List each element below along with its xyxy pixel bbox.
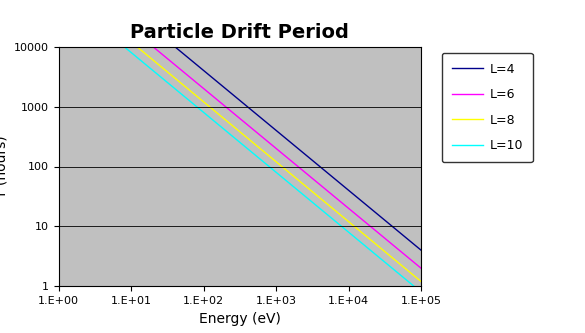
L=4 bbox=[418, 248, 425, 252]
L=10 bbox=[352, 236, 359, 240]
L=6 bbox=[418, 266, 425, 270]
L=4 bbox=[352, 194, 359, 198]
L=8 bbox=[271, 158, 278, 162]
L=6 bbox=[229, 111, 236, 115]
Line: L=8: L=8 bbox=[58, 0, 421, 282]
L=8 bbox=[418, 280, 425, 284]
L=4 bbox=[271, 127, 278, 131]
L=8 bbox=[251, 142, 258, 146]
X-axis label: Energy (eV): Energy (eV) bbox=[199, 312, 281, 326]
L=6 bbox=[251, 129, 258, 133]
L=10 bbox=[227, 133, 234, 137]
L=6 bbox=[352, 212, 359, 216]
L=8 bbox=[229, 124, 236, 128]
L=6 bbox=[271, 145, 278, 149]
L=10 bbox=[251, 153, 258, 157]
L=6 bbox=[409, 259, 416, 263]
Title: Particle Drift Period: Particle Drift Period bbox=[130, 23, 349, 42]
Line: L=4: L=4 bbox=[58, 0, 421, 250]
Y-axis label: T (hours): T (hours) bbox=[0, 135, 8, 198]
Line: L=6: L=6 bbox=[58, 0, 421, 268]
L=4 bbox=[229, 93, 236, 97]
L=4 bbox=[227, 91, 234, 95]
L=8 bbox=[227, 122, 234, 126]
L=4 bbox=[409, 241, 416, 245]
L=8 bbox=[352, 225, 359, 229]
Line: L=10: L=10 bbox=[58, 0, 421, 292]
L=4 bbox=[251, 111, 258, 115]
Legend: L=4, L=6, L=8, L=10: L=4, L=6, L=8, L=10 bbox=[442, 53, 533, 163]
L=10 bbox=[229, 135, 236, 139]
L=10 bbox=[271, 169, 278, 173]
L=8 bbox=[409, 272, 416, 276]
L=6 bbox=[227, 109, 234, 113]
L=10 bbox=[418, 290, 425, 294]
L=10 bbox=[409, 283, 416, 287]
